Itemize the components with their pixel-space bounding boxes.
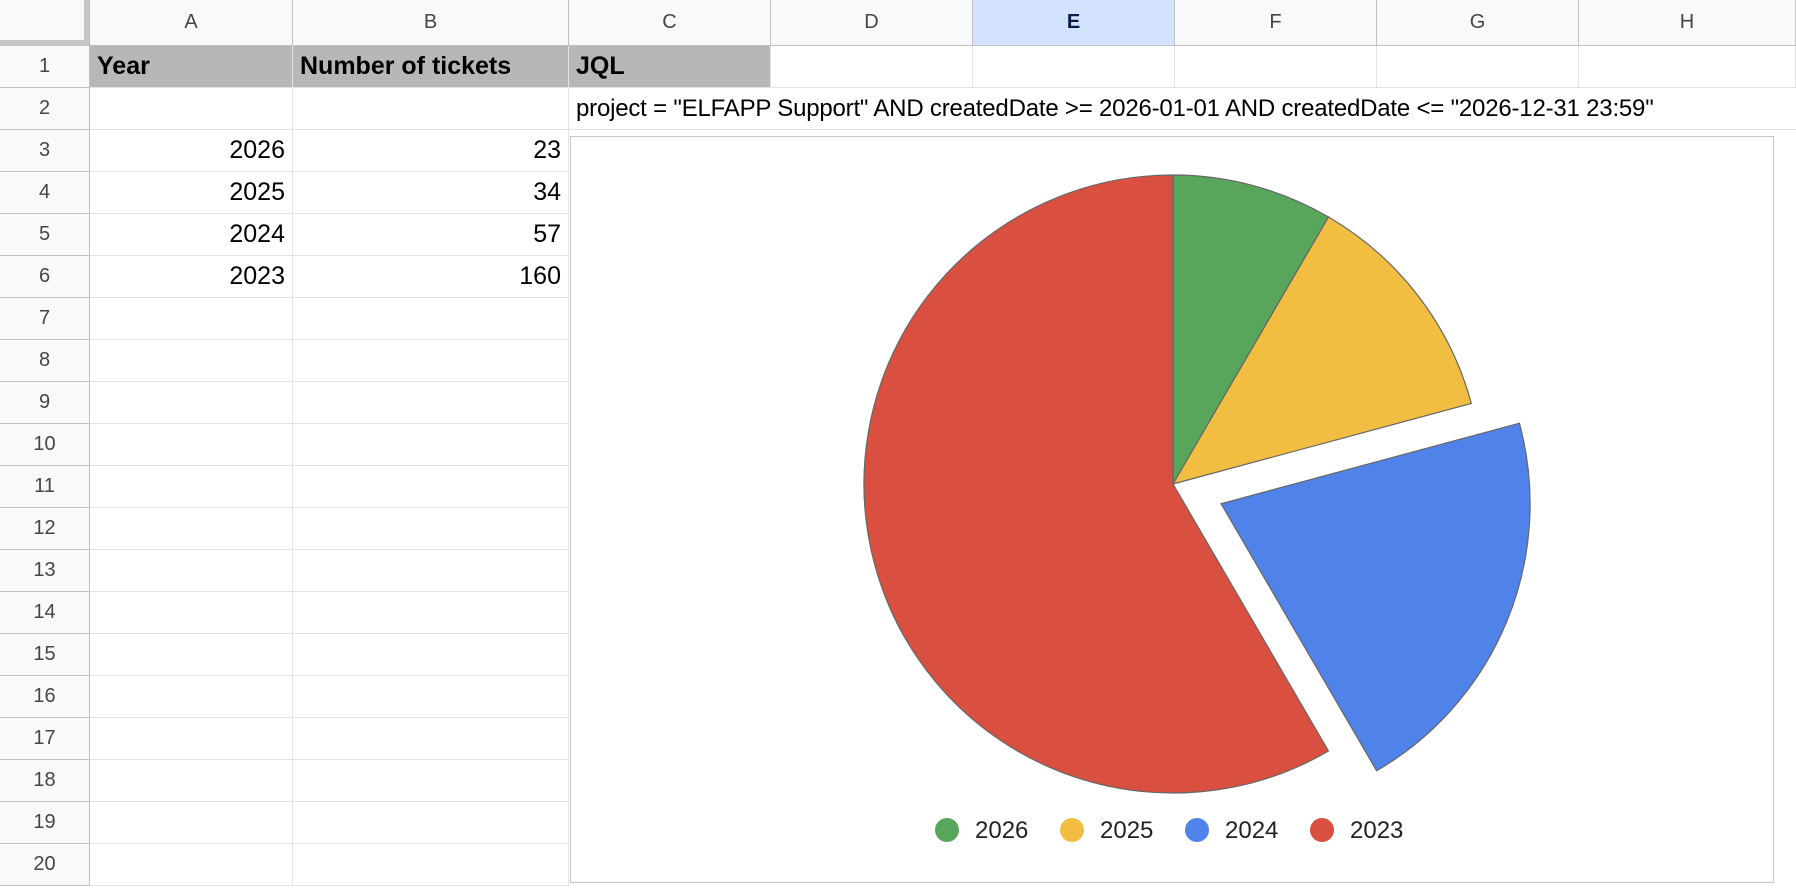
select-all-corner[interactable] xyxy=(0,0,90,46)
cell-b7[interactable] xyxy=(293,298,569,340)
cell-b4[interactable]: 34 xyxy=(293,172,569,214)
row-header-4[interactable]: 4 xyxy=(0,172,90,214)
cell-a8[interactable] xyxy=(90,340,293,382)
cell-b6[interactable]: 160 xyxy=(293,256,569,298)
column-header-g[interactable]: G xyxy=(1377,0,1579,46)
legend-marker-2024 xyxy=(1185,818,1209,842)
row-header-1[interactable]: 1 xyxy=(0,46,90,88)
row-header-3[interactable]: 3 xyxy=(0,130,90,172)
cell-f1[interactable] xyxy=(1175,46,1377,88)
cell-a17[interactable] xyxy=(90,718,293,760)
row-header-5[interactable]: 5 xyxy=(0,214,90,256)
row-header-2[interactable]: 2 xyxy=(0,88,90,130)
row-header-14[interactable]: 14 xyxy=(0,592,90,634)
column-header-c[interactable]: C xyxy=(569,0,771,46)
pie-slice-2023[interactable] xyxy=(863,174,1330,794)
row-header-7[interactable]: 7 xyxy=(0,298,90,340)
cell-a11[interactable] xyxy=(90,466,293,508)
legend-marker-2023 xyxy=(1310,818,1334,842)
cell-b17[interactable] xyxy=(293,718,569,760)
cell-b16[interactable] xyxy=(293,676,569,718)
cell-a18[interactable] xyxy=(90,760,293,802)
pie-chart[interactable]: 2026 2025 2024 2023 xyxy=(570,136,1774,883)
cell-b14[interactable] xyxy=(293,592,569,634)
cell-b20[interactable] xyxy=(293,844,569,886)
pie-chart-canvas: 2026 2025 2024 2023 xyxy=(863,174,1531,844)
row-header-17[interactable]: 17 xyxy=(0,718,90,760)
column-header-b[interactable]: B xyxy=(293,0,569,46)
row-header-12[interactable]: 12 xyxy=(0,508,90,550)
cell-a20[interactable] xyxy=(90,844,293,886)
cell-b13[interactable] xyxy=(293,550,569,592)
legend-marker-2025 xyxy=(1060,818,1084,842)
row-header-16[interactable]: 16 xyxy=(0,676,90,718)
column-header-h[interactable]: H xyxy=(1579,0,1796,46)
row-header-13[interactable]: 13 xyxy=(0,550,90,592)
cell-a2[interactable] xyxy=(90,88,293,130)
row-header-10[interactable]: 10 xyxy=(0,424,90,466)
pie-slice-2026[interactable] xyxy=(1172,174,1330,487)
cell-b9[interactable] xyxy=(293,382,569,424)
cell-b1[interactable]: Number of tickets xyxy=(293,46,569,88)
cell-h1[interactable] xyxy=(1579,46,1796,88)
pie-slice-2025[interactable] xyxy=(1171,216,1473,485)
column-header-e[interactable]: E xyxy=(973,0,1175,46)
freeze-handle[interactable] xyxy=(0,0,89,45)
column-header-f[interactable]: F xyxy=(1175,0,1377,46)
cell-a12[interactable] xyxy=(90,508,293,550)
cell-a16[interactable] xyxy=(90,676,293,718)
cell-a13[interactable] xyxy=(90,550,293,592)
legend-label-2026[interactable]: 2026 xyxy=(975,817,1028,844)
cell-b5[interactable]: 57 xyxy=(293,214,569,256)
cell-b19[interactable] xyxy=(293,802,569,844)
cell-a4[interactable]: 2025 xyxy=(90,172,293,214)
legend-label-2025[interactable]: 2025 xyxy=(1100,817,1153,844)
cell-a3[interactable]: 2026 xyxy=(90,130,293,172)
cell-b10[interactable] xyxy=(293,424,569,466)
cell-a10[interactable] xyxy=(90,424,293,466)
row-header-19[interactable]: 19 xyxy=(0,802,90,844)
row-header-11[interactable]: 11 xyxy=(0,466,90,508)
cell-g1[interactable] xyxy=(1377,46,1579,88)
cell-a1[interactable]: Year xyxy=(90,46,293,88)
legend-label-2024[interactable]: 2024 xyxy=(1225,817,1278,844)
cell-b15[interactable] xyxy=(293,634,569,676)
cell-b2[interactable] xyxy=(293,88,569,130)
row-header-8[interactable]: 8 xyxy=(0,340,90,382)
row-header-6[interactable]: 6 xyxy=(0,256,90,298)
chart-legend: 2026 2025 2024 2023 xyxy=(935,817,1403,844)
row-header-20[interactable]: 20 xyxy=(0,844,90,886)
cell-a14[interactable] xyxy=(90,592,293,634)
cell-a5[interactable]: 2024 xyxy=(90,214,293,256)
legend-label-2023[interactable]: 2023 xyxy=(1350,817,1403,844)
cell-a15[interactable] xyxy=(90,634,293,676)
row-header-9[interactable]: 9 xyxy=(0,382,90,424)
cell-c1[interactable]: JQL xyxy=(569,46,771,88)
cell-e1[interactable] xyxy=(973,46,1175,88)
row-header-15[interactable]: 15 xyxy=(0,634,90,676)
pie-slice-2024[interactable] xyxy=(1220,422,1531,772)
cell-b12[interactable] xyxy=(293,508,569,550)
cell-a6[interactable]: 2023 xyxy=(90,256,293,298)
column-header-d[interactable]: D xyxy=(771,0,973,46)
cell-a9[interactable] xyxy=(90,382,293,424)
cell-b18[interactable] xyxy=(293,760,569,802)
cell-b8[interactable] xyxy=(293,340,569,382)
pie-slices xyxy=(863,174,1531,794)
cell-d1[interactable] xyxy=(771,46,973,88)
cell-b3[interactable]: 23 xyxy=(293,130,569,172)
cell-c2[interactable]: project = "ELFAPP Support" AND createdDa… xyxy=(569,88,1796,130)
cell-b11[interactable] xyxy=(293,466,569,508)
column-header-a[interactable]: A xyxy=(90,0,293,46)
cell-a19[interactable] xyxy=(90,802,293,844)
row-header-18[interactable]: 18 xyxy=(0,760,90,802)
legend-marker-2026 xyxy=(935,818,959,842)
cell-a7[interactable] xyxy=(90,298,293,340)
